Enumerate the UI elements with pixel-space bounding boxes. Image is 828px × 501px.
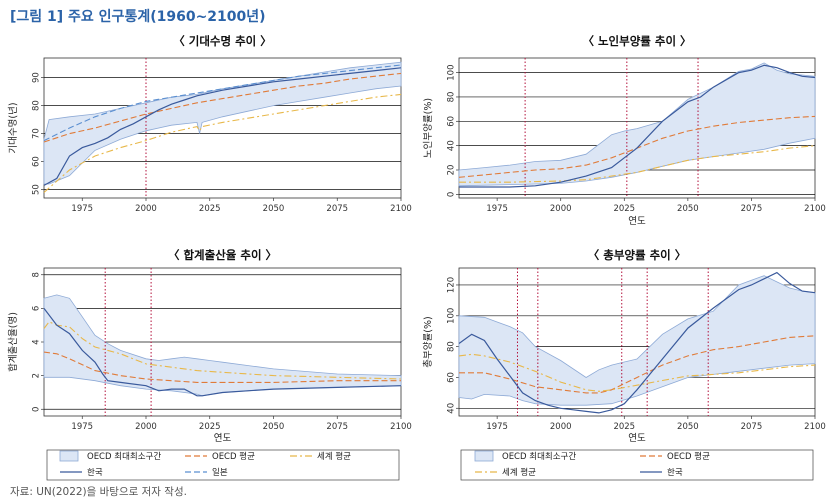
y-tick-label: 4 xyxy=(32,339,42,344)
x-tick-label: 2025 xyxy=(613,422,635,432)
legend-label: OECD 평균 xyxy=(667,451,710,462)
x-tick-label: 1975 xyxy=(71,422,93,432)
series-line-world-mean xyxy=(459,145,816,183)
y-tick-label: 0 xyxy=(32,407,42,412)
legend-label: 세계 평균 xyxy=(317,451,351,462)
y-tick-label: 90 xyxy=(32,72,42,83)
x-tick-label: 2025 xyxy=(613,204,635,214)
y-tick-label: 0 xyxy=(447,192,457,197)
x-tick-label: 2025 xyxy=(199,422,221,432)
legend-label: OECD 최대최소구간 xyxy=(87,451,161,462)
x-tick-label: 2050 xyxy=(677,204,699,214)
legend-swatch-band xyxy=(474,450,494,462)
figure-title: [그림 1] 주요 인구통계(1960~2100년) xyxy=(10,9,266,25)
source-note: 자료: UN(2022)을 바탕으로 저자 작성. xyxy=(10,486,187,498)
series-line-korea xyxy=(458,271,816,414)
y-tick-label: 100 xyxy=(447,64,457,80)
x-tick-label: 2000 xyxy=(135,422,157,432)
legend-swatch-band xyxy=(59,450,79,462)
y-axis-label: 총부양률(%) xyxy=(423,316,434,367)
y-tick-label: 70 xyxy=(32,128,42,139)
y-tick-label: 60 xyxy=(447,116,457,127)
series-line-world-mean xyxy=(458,353,816,392)
x-tick-label: 2100 xyxy=(804,422,826,432)
legend-label: 한국 xyxy=(87,468,103,478)
series-line-world-mean xyxy=(43,93,402,193)
y-tick-label: 6 xyxy=(32,306,42,311)
x-tick-label: 2050 xyxy=(677,422,699,432)
x-tick-label: 1975 xyxy=(486,422,508,432)
chart-panel-1: 〈 기대수명 추이 〉 50 60 70 80 90 1975 2000 2025 2050 207… xyxy=(8,34,412,214)
x-tick-label: 2075 xyxy=(741,422,763,432)
x-tick-label: 2000 xyxy=(550,422,572,432)
series-line-world-mean xyxy=(43,321,402,380)
series-line-korea xyxy=(43,308,402,397)
y-tick-label: 8 xyxy=(32,272,42,277)
y-tick-label: 120 xyxy=(447,277,457,293)
y-tick-label: 40 xyxy=(447,403,457,414)
y-tick-label: 80 xyxy=(447,92,457,103)
x-axis-label: 연도 xyxy=(628,216,646,227)
legend-label: OECD 평균 xyxy=(212,451,255,462)
x-tick-label: 2000 xyxy=(135,204,157,214)
x-tick-label: 1975 xyxy=(486,204,508,214)
series-line-oecd-mean xyxy=(43,351,401,383)
chart-panel-2: 〈 노인부양률 추이 〉 0 20 40 60 80 100 1975 2000 2025 2050… xyxy=(423,34,826,227)
y-tick-label: 40 xyxy=(447,140,457,151)
x-tick-label: 2000 xyxy=(550,204,572,214)
y-tick-label: 60 xyxy=(447,372,457,383)
y-axis-label: 기대수명(년) xyxy=(8,102,19,153)
y-tick-label: 2 xyxy=(32,373,42,378)
x-tick-label: 2100 xyxy=(804,204,826,214)
oecd-minmax-band xyxy=(458,62,816,187)
x-tick-label: 2100 xyxy=(390,204,412,214)
y-tick-label: 100 xyxy=(447,308,457,324)
legend-label: 일본 xyxy=(212,468,228,478)
x-tick-label: 2050 xyxy=(263,422,285,432)
x-tick-label: 2075 xyxy=(741,204,763,214)
legend-label: OECD 최대최소구간 xyxy=(502,451,576,462)
series-line-oecd-mean xyxy=(459,335,816,394)
legend-box xyxy=(460,449,814,481)
x-tick-label: 2100 xyxy=(390,422,412,432)
oecd-minmax-band xyxy=(458,275,816,406)
x-tick-label: 1975 xyxy=(71,204,93,214)
chart-title: 〈 기대수명 추이 〉 xyxy=(173,34,272,48)
x-axis-label: 연도 xyxy=(628,433,646,444)
legend-label: 한국 xyxy=(667,468,683,478)
y-tick-label: 50 xyxy=(32,184,42,195)
y-tick-label: 80 xyxy=(32,100,42,111)
chart-panel-4: 〈 총부양률 추이 〉 40 60 80 100 120 1975 2000 2025 2050 2… xyxy=(423,248,826,444)
y-tick-label: 80 xyxy=(447,341,457,352)
x-tick-label: 2050 xyxy=(263,204,285,214)
chart-title: 〈 노인부양률 추이 〉 xyxy=(582,34,691,48)
legend-box xyxy=(46,449,400,481)
series-line-oecd-mean xyxy=(43,72,402,143)
chart-title: 〈 총부양률 추이 〉 xyxy=(588,248,687,262)
chart-panel-3: 〈 합계출산율 추이 〉 0 2 4 6 8 1975 2000 2025 2050 2075 210… xyxy=(7,248,412,444)
x-tick-label: 2025 xyxy=(199,204,221,214)
x-axis-label: 연도 xyxy=(214,433,232,444)
y-axis-label: 합계출산율(명) xyxy=(7,312,19,372)
x-tick-label: 2075 xyxy=(326,422,348,432)
x-tick-label: 2075 xyxy=(326,204,348,214)
series-line-korea xyxy=(43,67,402,186)
y-tick-label: 20 xyxy=(447,165,457,176)
legend-label: 세계 평균 xyxy=(502,467,536,478)
series-line-korea xyxy=(459,64,816,188)
y-axis-label: 노인부양률(%) xyxy=(423,98,434,158)
y-tick-label: 60 xyxy=(32,156,42,167)
chart-title: 〈 합계출산율 추이 〉 xyxy=(168,248,277,262)
series-line-japan xyxy=(43,64,402,142)
